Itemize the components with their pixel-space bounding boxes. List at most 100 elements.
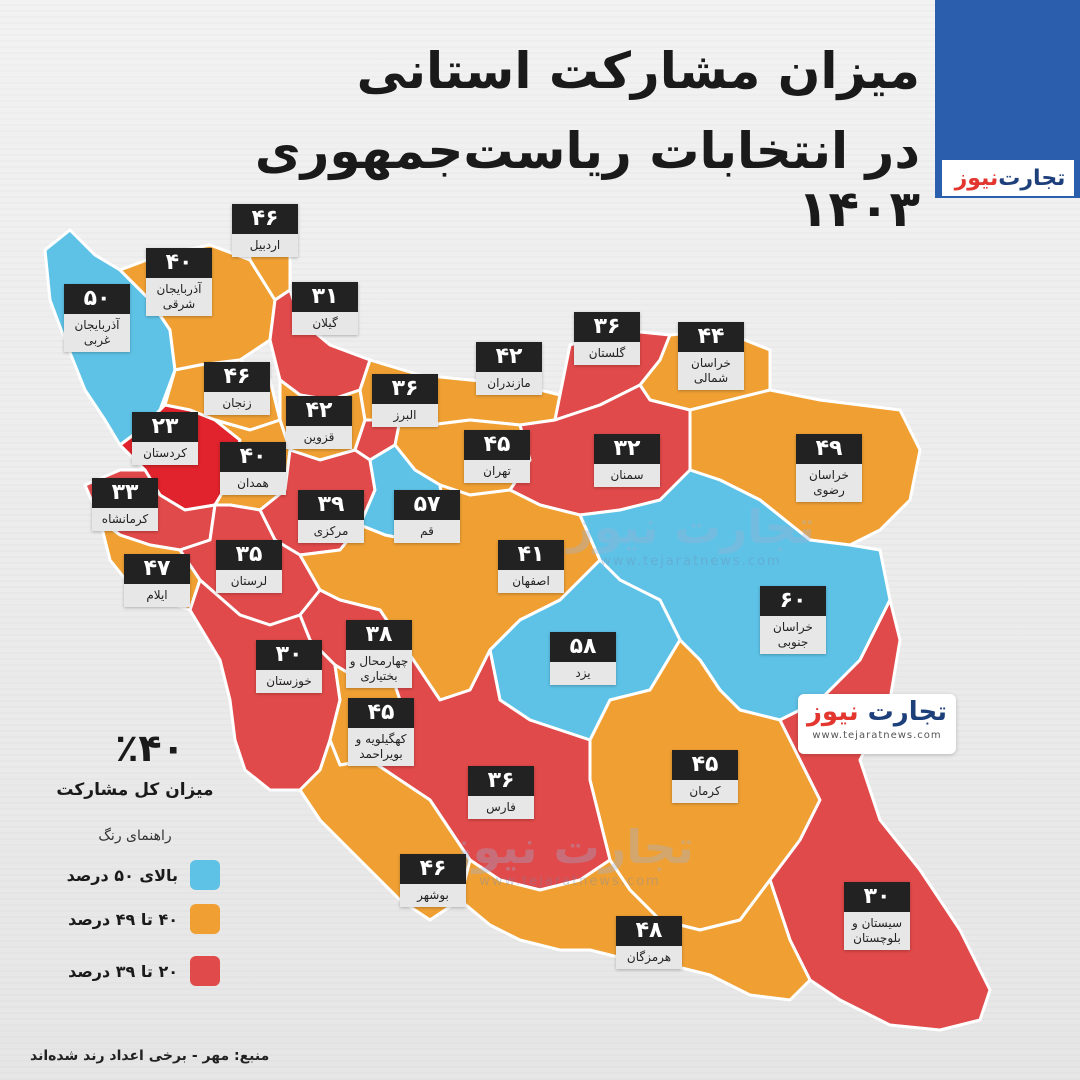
province-value: ۴۰ bbox=[146, 248, 212, 278]
province-name: البرز bbox=[372, 404, 438, 427]
label-west-azarbaijan: ۵۰ آذربایجان غربی bbox=[64, 284, 130, 352]
legend-item-above-50: بالای ۵۰ درصد bbox=[40, 858, 220, 892]
province-value: ۴۶ bbox=[204, 362, 270, 392]
brand-logo: تجارت نیوز bbox=[942, 160, 1074, 196]
label-south-khorasan: ۶۰ خراسان جنوبی bbox=[760, 586, 826, 654]
label-ardabil: ۴۶ اردبیل bbox=[232, 204, 298, 257]
province-name: خراسان رضوی bbox=[796, 464, 862, 502]
province-value: ۳۰ bbox=[256, 640, 322, 670]
legend-item-20-39: ۲۰ تا ۳۹ درصد bbox=[40, 954, 220, 988]
label-kurdistan: ۲۳ کردستان bbox=[132, 412, 198, 465]
province-name: خوزستان bbox=[256, 670, 322, 693]
province-name: مرکزی bbox=[298, 520, 364, 543]
province-name: سمنان bbox=[594, 464, 660, 487]
province-value: ۴۲ bbox=[476, 342, 542, 372]
province-value: ۴۴ bbox=[678, 322, 744, 352]
province-name: کهگیلویه و بویراحمد bbox=[348, 728, 414, 766]
brand-badge-website: www.tejaratnews.com bbox=[812, 730, 942, 741]
brand-badge-part1: تجارت bbox=[867, 697, 948, 727]
brand-logo-block: تجارت نیوز bbox=[935, 0, 1080, 198]
province-value: ۳۲ bbox=[594, 434, 660, 464]
label-east-azarbaijan: ۴۰ آذربایجان شرقی bbox=[146, 248, 212, 316]
province-name: فارس bbox=[468, 796, 534, 819]
province-name: ایلام bbox=[124, 584, 190, 607]
legend-label: بالای ۵۰ درصد bbox=[66, 865, 178, 885]
province-value: ۴۶ bbox=[400, 854, 466, 884]
label-lorestan: ۳۵ لرستان bbox=[216, 540, 282, 593]
label-semnan: ۳۲ سمنان bbox=[594, 434, 660, 487]
legend-item-40-49: ۴۰ تا ۴۹ درصد bbox=[40, 902, 220, 936]
province-value: ۵۷ bbox=[394, 490, 460, 520]
label-yazd: ۵۸ یزد bbox=[550, 632, 616, 685]
province-name: بوشهر bbox=[400, 884, 466, 907]
province-value: ۳۶ bbox=[468, 766, 534, 796]
province-value: ۴۵ bbox=[464, 430, 530, 460]
province-name: چهارمحال و بختیاری bbox=[346, 650, 412, 688]
label-zanjan: ۴۶ زنجان bbox=[204, 362, 270, 415]
province-name: خراسان جنوبی bbox=[760, 616, 826, 654]
province-value: ۴۰ bbox=[220, 442, 286, 472]
province-name: خراسان شمالی bbox=[678, 352, 744, 390]
total-participation-label: میزان کل مشارکت bbox=[56, 780, 214, 800]
province-value: ۴۸ bbox=[616, 916, 682, 946]
province-value: ۳۶ bbox=[372, 374, 438, 404]
label-kerman: ۴۵ کرمان bbox=[672, 750, 738, 803]
label-gilan: ۳۱ گیلان bbox=[292, 282, 358, 335]
province-name: کرمان bbox=[672, 780, 738, 803]
province-value: ۴۹ bbox=[796, 434, 862, 464]
label-bushehr: ۴۶ بوشهر bbox=[400, 854, 466, 907]
province-value: ۵۸ bbox=[550, 632, 616, 662]
label-kohgiluyeh: ۴۵ کهگیلویه و بویراحمد bbox=[348, 698, 414, 766]
province-value: ۴۶ bbox=[232, 204, 298, 234]
province-value: ۳۹ bbox=[298, 490, 364, 520]
province-value: ۳۵ bbox=[216, 540, 282, 570]
province-value: ۳۳ bbox=[92, 478, 158, 508]
label-mazandaran: ۴۲ مازندران bbox=[476, 342, 542, 395]
label-khuzestan: ۳۰ خوزستان bbox=[256, 640, 322, 693]
brand-badge: تجارت نیوز www.tejaratnews.com bbox=[798, 694, 956, 754]
label-kermanshah: ۳۳ کرمانشاه bbox=[92, 478, 158, 531]
label-alborz: ۳۶ البرز bbox=[372, 374, 438, 427]
brand-badge-part2: نیوز bbox=[806, 697, 859, 727]
label-north-khorasan: ۴۴ خراسان شمالی bbox=[678, 322, 744, 390]
province-name: اصفهان bbox=[498, 570, 564, 593]
province-name: کرمانشاه bbox=[92, 508, 158, 531]
province-name: گلستان bbox=[574, 342, 640, 365]
province-name: زنجان bbox=[204, 392, 270, 415]
brand-logo-part2: نیوز bbox=[954, 165, 999, 191]
label-ilam: ۴۷ ایلام bbox=[124, 554, 190, 607]
province-value: ۴۱ bbox=[498, 540, 564, 570]
province-name: کردستان bbox=[132, 442, 198, 465]
label-qazvin: ۴۲ قزوین bbox=[286, 396, 352, 449]
label-chaharmahal: ۳۸ چهارمحال و بختیاری bbox=[346, 620, 412, 688]
province-name: قزوین bbox=[286, 426, 352, 449]
legend-swatch bbox=[190, 956, 220, 986]
legend-label: ۴۰ تا ۴۹ درصد bbox=[68, 909, 178, 929]
province-name: همدان bbox=[220, 472, 286, 495]
title-line-2: در انتخابات ریاست‌جمهوری ۱۴۰۳ bbox=[254, 122, 920, 238]
label-fars: ۳۶ فارس bbox=[468, 766, 534, 819]
title-line-1: میزان مشارکت استانی bbox=[356, 42, 920, 100]
province-value: ۴۵ bbox=[672, 750, 738, 780]
province-name: سیستان و بلوچستان bbox=[844, 912, 910, 950]
province-name: مازندران bbox=[476, 372, 542, 395]
label-markazi: ۳۹ مرکزی bbox=[298, 490, 364, 543]
province-name: آذربایجان غربی bbox=[64, 314, 130, 352]
label-golestan: ۳۶ گلستان bbox=[574, 312, 640, 365]
province-value: ۲۳ bbox=[132, 412, 198, 442]
province-name: گیلان bbox=[292, 312, 358, 335]
total-participation-value: ٪۴۰ bbox=[115, 726, 185, 770]
province-name: لرستان bbox=[216, 570, 282, 593]
province-value: ۳۰ bbox=[844, 882, 910, 912]
province-value: ۴۵ bbox=[348, 698, 414, 728]
legend-swatch bbox=[190, 904, 220, 934]
label-sistan: ۳۰ سیستان و بلوچستان bbox=[844, 882, 910, 950]
province-value: ۶۰ bbox=[760, 586, 826, 616]
legend-title: راهنمای رنگ bbox=[98, 828, 172, 844]
province-value: ۳۸ bbox=[346, 620, 412, 650]
province-name: تهران bbox=[464, 460, 530, 483]
province-value: ۴۲ bbox=[286, 396, 352, 426]
province-name: هرمزگان bbox=[616, 946, 682, 969]
province-value: ۴۷ bbox=[124, 554, 190, 584]
province-value: ۳۱ bbox=[292, 282, 358, 312]
